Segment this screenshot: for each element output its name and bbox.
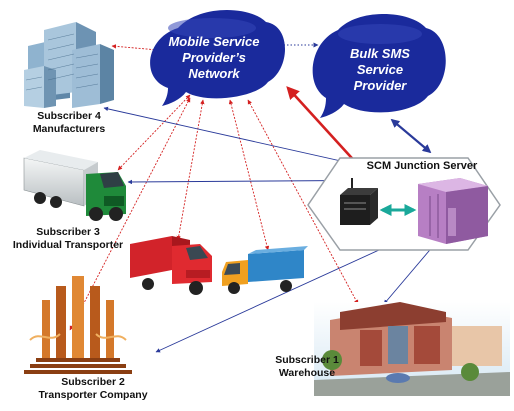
subscriber3-label: Subscriber 3 Individual Transporter	[0, 226, 136, 252]
link-bulksms-server	[390, 118, 432, 154]
link-network-truck-red	[176, 99, 205, 241]
link-network-truck-blue	[228, 99, 270, 251]
scm-server-label: SCM Junction Server	[366, 160, 478, 172]
mobile-network-label: Mobile Service Provider’s Network	[166, 34, 262, 82]
subscriber1-line1: Subscriber 1	[275, 354, 339, 366]
subscriber4-label: Subscriber 4 Manufacturers	[14, 110, 124, 136]
bulk-sms-line2: Service	[356, 62, 404, 77]
red-truck-icon	[130, 236, 212, 295]
subscriber2-line2: Transporter Company	[38, 389, 148, 401]
scm-server	[307, 157, 501, 251]
subscriber1-line2: Warehouse	[278, 367, 336, 379]
subscriber1-label: Subscriber 1 Warehouse	[262, 354, 352, 380]
storage-icon	[340, 178, 378, 225]
mobile-network-line3: Network	[188, 66, 240, 81]
blue-truck-icon	[222, 246, 308, 294]
green-truck-icon	[23, 150, 126, 221]
link-network-subscriber3	[117, 94, 191, 171]
link-network-subscriber4	[111, 44, 159, 52]
warehouse-icon	[314, 302, 510, 396]
subscriber3-line1: Subscriber 3	[36, 226, 100, 238]
link-server-subscriber2	[155, 233, 415, 353]
bulk-sms-label: Bulk SMS Service Provider	[338, 46, 422, 94]
subscriber4-line1: Subscriber 4	[37, 110, 101, 122]
subscriber2-line1: Subscriber 2	[61, 376, 125, 388]
subscriber3-line2: Individual Transporter	[12, 239, 124, 251]
mobile-network-line1: Mobile Service	[168, 34, 260, 49]
bulk-sms-line3: Provider	[353, 78, 407, 93]
mobile-network-line2: Provider’s	[182, 50, 246, 65]
mobile-network-cloud	[150, 9, 285, 106]
server-rack-icon	[418, 178, 488, 244]
office-buildings-icon	[24, 22, 114, 108]
subscriber2-label: Subscriber 2 Transporter Company	[28, 376, 158, 402]
bulk-sms-line1: Bulk SMS	[350, 46, 410, 61]
subscriber4-line2: Manufacturers	[32, 123, 106, 135]
bulk-sms-cloud	[312, 14, 446, 118]
transporter-company-icon	[24, 276, 132, 374]
